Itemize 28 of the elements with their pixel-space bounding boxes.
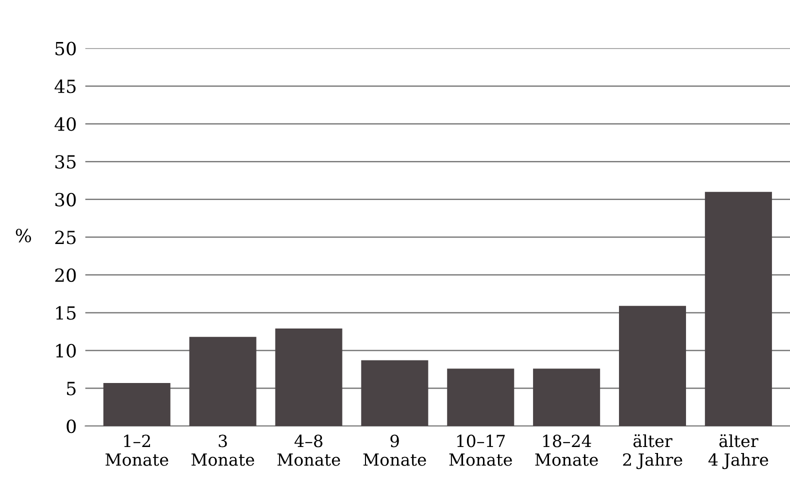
bar — [447, 368, 514, 426]
bar — [189, 336, 256, 426]
y-tick-label: 25 — [55, 230, 76, 244]
x-tick-label: älter 4 Jahre — [708, 434, 768, 470]
bar — [103, 382, 170, 426]
bar — [361, 360, 428, 426]
bar — [533, 368, 600, 426]
x-tick-label: 3 Monate — [191, 434, 254, 466]
bar — [275, 328, 342, 426]
bar — [704, 192, 772, 426]
x-tick-label: älter 2 Jahre — [623, 434, 682, 470]
x-tick-label: 4–8 Monate — [277, 434, 340, 466]
x-tick-label: 1–2 Monate — [106, 434, 168, 466]
y-tick-label: 0 — [66, 419, 76, 434]
y-tick-label: 10 — [56, 344, 76, 358]
y-tick-label: 45 — [54, 80, 76, 94]
y-tick-label: 35 — [55, 155, 76, 169]
y-axis-title: % — [16, 228, 32, 242]
y-tick-label: 30 — [55, 192, 76, 206]
y-tick-label: 50 — [56, 42, 76, 56]
x-tick-label: 10–17 Monate — [449, 434, 512, 466]
y-tick-label: 5 — [67, 382, 76, 396]
x-tick-label: 9 Monate — [363, 434, 426, 466]
y-tick-label: 40 — [54, 117, 76, 131]
y-tick-label: 20 — [55, 268, 76, 282]
x-tick-label: 18–24 Monate — [535, 434, 598, 466]
y-tick-label: 15 — [56, 306, 76, 320]
bar — [618, 306, 686, 426]
